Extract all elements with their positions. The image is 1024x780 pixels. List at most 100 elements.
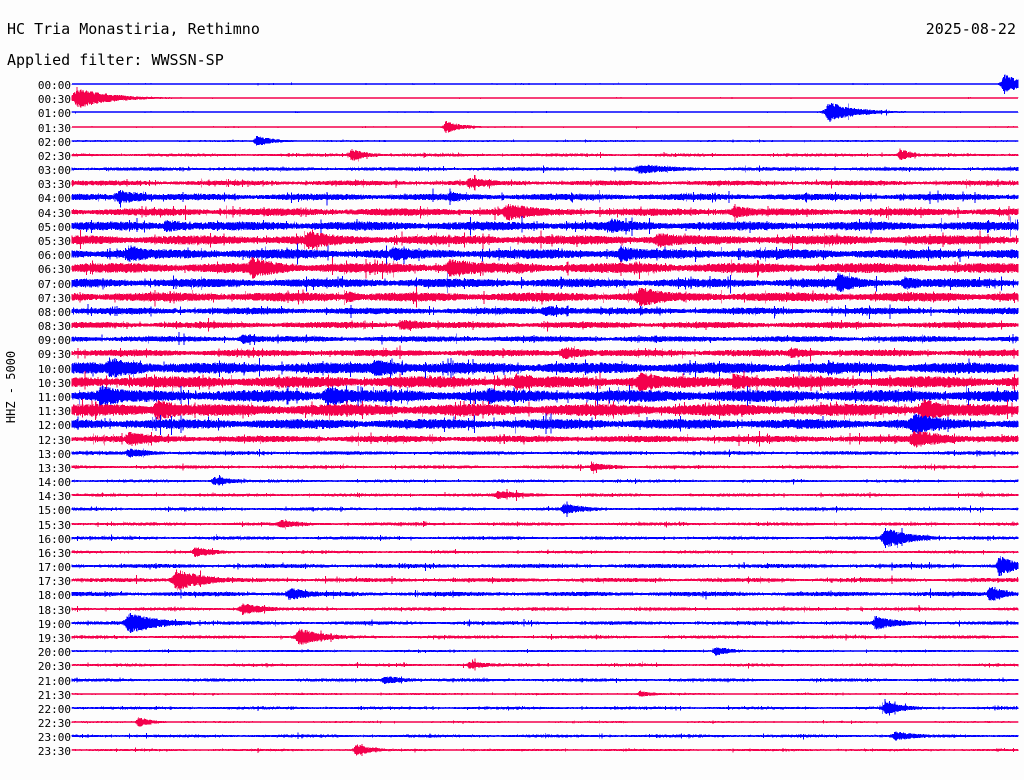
trace-row: 18:30 <box>0 603 1024 621</box>
trace-row: 03:00 <box>0 165 1024 181</box>
trace-row: 05:00 <box>0 215 1024 238</box>
seismic-trace <box>71 624 1019 654</box>
trace-row: 21:00 <box>0 674 1024 692</box>
trace-row: 15:00 <box>0 502 1024 521</box>
seismic-trace <box>71 340 1019 370</box>
seismic-trace <box>71 440 1019 470</box>
trace-row-time-label: 06:00 <box>37 249 71 263</box>
seismic-trace <box>71 199 1019 229</box>
trace-row: 12:00 <box>0 413 1024 436</box>
seismic-trace <box>71 284 1019 314</box>
trace-row-time-label: 09:00 <box>37 334 71 348</box>
trace-row: 17:30 <box>0 569 1024 592</box>
trace-row: 03:30 <box>0 175 1024 195</box>
trace-row: 04:30 <box>0 203 1024 224</box>
seismic-trace <box>71 270 1019 300</box>
trace-row: 17:00 <box>0 556 1024 578</box>
trace-row-time-label: 00:00 <box>37 79 71 92</box>
trace-row-time-label: 04:30 <box>37 206 71 220</box>
trace-row-time-label: 14:00 <box>37 476 71 490</box>
seismic-trace <box>71 326 1019 356</box>
trace-row: 00:30 <box>0 87 1024 110</box>
trace-row: 14:00 <box>0 474 1024 493</box>
trace-row: 09:00 <box>0 332 1024 351</box>
trace-row: 22:30 <box>0 717 1024 734</box>
trace-row: 12:30 <box>0 430 1024 451</box>
seismic-trace <box>71 610 1019 640</box>
trace-row-time-label: 09:30 <box>37 348 71 362</box>
seismic-trace <box>71 454 1019 484</box>
trace-row-time-label: 11:30 <box>37 405 71 419</box>
seismic-trace <box>71 255 1019 285</box>
seismic-trace <box>71 142 1019 172</box>
trace-row-time-label: 15:30 <box>37 518 71 532</box>
trace-row-time-label: 02:00 <box>37 135 71 149</box>
trace-row-time-label: 03:30 <box>37 178 71 192</box>
seismic-trace <box>71 525 1019 555</box>
trace-row: 06:00 <box>0 243 1024 266</box>
seismic-trace <box>71 241 1019 271</box>
page-header: HC Tria Monastiria, Rethimno 2025-08-22 … <box>0 0 1024 80</box>
seismic-trace <box>71 596 1019 626</box>
trace-row: 20:30 <box>0 658 1024 677</box>
trace-row: 10:30 <box>0 370 1024 394</box>
seismic-trace <box>71 553 1019 583</box>
helicorder-plot: 00:00 00:30 01:00 01:30 02:00 02:30 03:00 03:30… <box>0 74 1024 772</box>
trace-row: 15:30 <box>0 518 1024 536</box>
trace-row: 19:00 <box>0 613 1024 635</box>
seismic-trace <box>71 312 1019 342</box>
trace-row-time-label: 10:00 <box>37 362 71 376</box>
trace-row: 08:00 <box>0 303 1024 323</box>
trace-row-time-label: 13:00 <box>37 447 71 461</box>
seismic-trace <box>71 737 1019 767</box>
trace-row: 23:30 <box>0 744 1024 762</box>
seismic-trace <box>71 667 1019 697</box>
seismic-trace <box>71 709 1019 739</box>
trace-row: 02:30 <box>0 148 1024 167</box>
trace-row-time-label: 23:30 <box>37 745 71 759</box>
trace-row-time-label: 07:30 <box>37 291 71 305</box>
seismic-trace <box>71 581 1019 611</box>
trace-row-time-label: 19:00 <box>37 617 71 631</box>
trace-row: 11:30 <box>0 399 1024 422</box>
trace-row-time-label: 02:30 <box>37 149 71 163</box>
trace-row-time-label: 19:30 <box>37 632 71 646</box>
seismic-trace <box>71 567 1019 597</box>
trace-row-time-label: 12:30 <box>37 433 71 447</box>
trace-row: 13:00 <box>0 447 1024 465</box>
page-title: HC Tria Monastiria, Rethimno <box>7 20 260 38</box>
seismic-trace <box>71 71 1019 101</box>
trace-row-time-label: 01:00 <box>37 107 71 121</box>
trace-row: 01:30 <box>0 120 1024 139</box>
trace-row-time-label: 00:30 <box>37 93 71 107</box>
trace-row: 13:30 <box>0 461 1024 479</box>
seismic-trace <box>71 184 1019 214</box>
trace-row: 04:00 <box>0 188 1024 209</box>
seismic-trace <box>71 411 1019 441</box>
seismic-trace <box>71 298 1019 328</box>
trace-row-time-label: 14:30 <box>37 490 71 504</box>
trace-row-time-label: 21:30 <box>37 688 71 702</box>
trace-row: 18:00 <box>0 587 1024 606</box>
seismic-trace <box>71 355 1019 385</box>
seismic-trace <box>71 213 1019 243</box>
trace-row: 07:00 <box>0 272 1024 295</box>
trace-row: 21:30 <box>0 688 1024 706</box>
seismic-trace <box>71 468 1019 498</box>
trace-row: 08:30 <box>0 318 1024 337</box>
trace-row-time-label: 20:00 <box>37 646 71 660</box>
seismic-trace <box>71 170 1019 200</box>
trace-row: 19:30 <box>0 628 1024 649</box>
trace-row-time-label: 17:00 <box>37 561 71 575</box>
trace-row: 00:00 <box>0 74 1024 96</box>
trace-row-time-label: 06:30 <box>37 263 71 277</box>
seismic-trace <box>71 638 1019 668</box>
trace-row-time-label: 22:30 <box>37 717 71 731</box>
trace-row-time-label: 07:00 <box>37 277 71 291</box>
trace-row: 16:30 <box>0 547 1024 564</box>
seismic-trace <box>71 723 1019 753</box>
record-date: 2025-08-22 <box>925 20 1016 38</box>
trace-row-time-label: 21:00 <box>37 674 71 688</box>
seismic-trace <box>71 128 1019 158</box>
trace-row: 01:00 <box>0 103 1024 124</box>
